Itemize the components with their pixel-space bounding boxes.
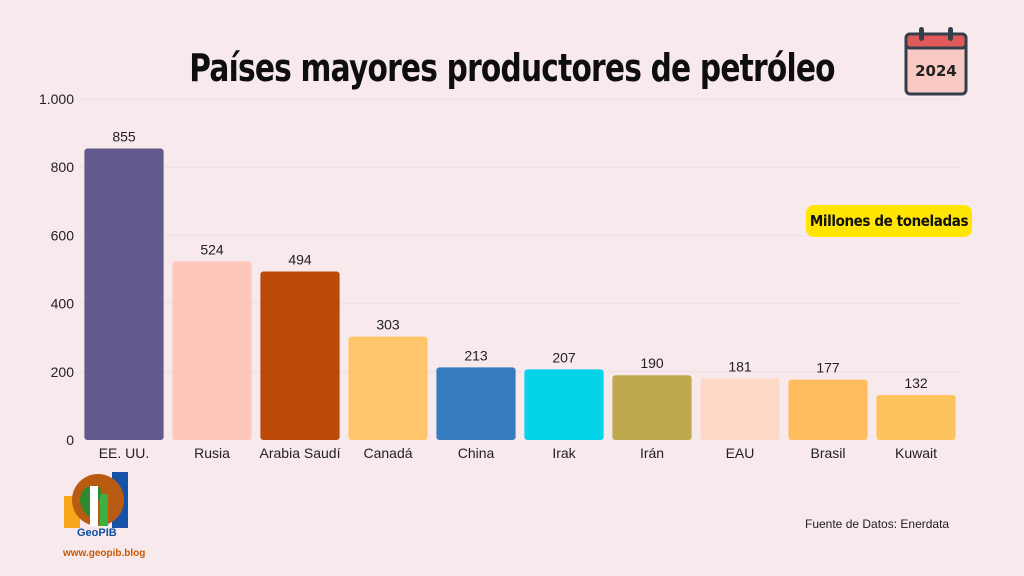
unit-badge: Millones de toneladas — [806, 205, 972, 237]
y-tick-label: 600 — [51, 227, 75, 243]
x-tick-label: EAU — [726, 445, 755, 461]
x-tick-label: Brasil — [810, 445, 845, 461]
calendar-icon: 2024 — [904, 27, 968, 96]
bar — [788, 379, 868, 440]
y-tick-label: 1.000 — [39, 91, 74, 107]
bar — [700, 378, 780, 440]
year-label: 2024 — [915, 62, 957, 80]
bar — [260, 271, 340, 440]
x-tick-label: Kuwait — [895, 445, 937, 461]
y-axis: 0 200 400 600 800 1.000 — [39, 91, 74, 448]
data-label: 855 — [112, 128, 136, 144]
y-tick-label: 800 — [51, 159, 75, 175]
data-label: 494 — [288, 252, 312, 268]
logo-name: GeoPIB — [77, 527, 117, 539]
source-note: Fuente de Datos: Enerdata — [805, 517, 950, 531]
x-axis: EE. UU. Rusia Arabia Saudí Canadá China Irak I… — [99, 445, 937, 461]
y-tick-label: 0 — [66, 432, 74, 448]
data-label: 190 — [640, 355, 664, 371]
y-tick-label: 400 — [51, 296, 75, 312]
data-label: 207 — [552, 349, 576, 365]
bar — [876, 394, 956, 440]
x-tick-label: Irak — [552, 445, 576, 461]
bar — [84, 148, 164, 440]
data-labels: 855 524 494 303 213 207 190 181 177 132 — [112, 128, 928, 391]
bar — [348, 336, 428, 440]
bar — [524, 369, 604, 440]
x-tick-label: Irán — [640, 445, 664, 461]
geopib-logo — [64, 472, 128, 528]
data-label: 303 — [376, 317, 400, 333]
logo-url[interactable]: www.geopib.blog — [63, 548, 146, 559]
data-label: 132 — [904, 375, 928, 391]
chart-title: Países mayores productores de petróleo — [189, 46, 835, 90]
data-label: 213 — [464, 347, 488, 363]
data-label: 181 — [728, 358, 752, 374]
data-label: 177 — [816, 360, 840, 376]
x-tick-label: EE. UU. — [99, 445, 150, 461]
x-tick-label: China — [458, 445, 495, 461]
bar — [172, 261, 252, 440]
bars — [84, 148, 956, 440]
x-tick-label: Rusia — [194, 445, 230, 461]
data-label: 524 — [200, 241, 224, 257]
y-tick-label: 200 — [51, 364, 75, 380]
x-tick-label: Arabia Saudí — [260, 445, 341, 461]
bar — [436, 367, 516, 440]
bar — [612, 375, 692, 440]
x-tick-label: Canadá — [363, 445, 412, 461]
